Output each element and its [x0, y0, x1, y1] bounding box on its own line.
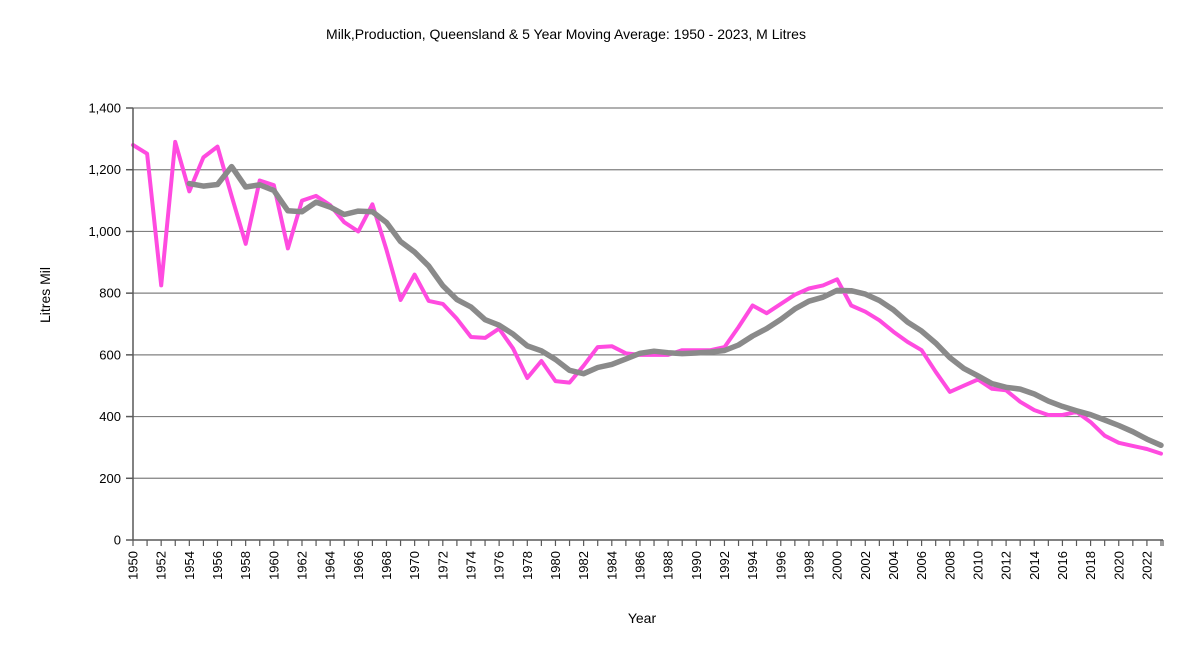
x-tick-label: 1994 — [745, 551, 760, 580]
x-tick-label: 1974 — [463, 551, 478, 580]
x-tick-label: 1954 — [182, 551, 197, 580]
x-tick-label: 2002 — [858, 551, 873, 580]
x-tick-label: 2020 — [1111, 551, 1126, 580]
y-tick-label: 200 — [99, 471, 121, 486]
chart-title: Milk,Production, Queensland & 5 Year Mov… — [326, 26, 806, 42]
x-tick-label: 1990 — [689, 551, 704, 580]
x-tick-label: 1984 — [604, 551, 619, 580]
y-tick-label: 1,400 — [88, 101, 121, 116]
x-tick-label: 1970 — [407, 551, 422, 580]
x-tick-label: 2006 — [914, 551, 929, 580]
x-tick-label: 1966 — [351, 551, 366, 580]
x-tick-label: 2014 — [1027, 551, 1042, 580]
x-tick-label: 1996 — [773, 551, 788, 580]
y-grid-and-labels: 0 200 400 600 800 1,000 1,200 1,400 — [88, 101, 1163, 548]
x-tick-label: 1986 — [632, 551, 647, 580]
x-tick-label: 1962 — [294, 551, 309, 580]
x-tick-label: 1952 — [154, 551, 169, 580]
x-tick-label: 1972 — [435, 551, 450, 580]
y-axis-title: Litres Mil — [37, 267, 53, 323]
x-tick-label: 2000 — [830, 551, 845, 580]
x-tick-label: 1982 — [576, 551, 591, 580]
x-tick-label: 2022 — [1139, 551, 1154, 580]
x-tick-label: 1950 — [126, 551, 141, 580]
x-tick-label: 2004 — [886, 551, 901, 580]
y-tick-label: 1,200 — [88, 162, 121, 177]
y-tick-label: 1,000 — [88, 224, 121, 239]
x-tick-label: 1958 — [238, 551, 253, 580]
x-tick-label: 1980 — [548, 551, 563, 580]
series-line-moving-average — [186, 163, 1164, 449]
x-tick-label: 1956 — [210, 551, 225, 580]
x-tick-label: 1968 — [379, 551, 394, 580]
x-tick-label: 1976 — [492, 551, 507, 580]
y-tick-label: 400 — [99, 409, 121, 424]
y-tick-label: 800 — [99, 286, 121, 301]
x-tick-label: 1998 — [801, 551, 816, 580]
x-tick-label: 2010 — [970, 551, 985, 580]
x-tick-label: 2016 — [1055, 551, 1070, 580]
x-tick-label: 1978 — [520, 551, 535, 580]
x-axis-title: Year — [628, 610, 657, 626]
series-line-production — [131, 139, 1163, 456]
x-tick-label: 1960 — [266, 551, 281, 580]
x-tick-label: 2012 — [999, 551, 1014, 580]
y-tick-label: 0 — [114, 533, 121, 548]
x-ticks-and-labels: 1950 1952 1954 1956 1958 1960 1962 1964 1966 1968… — [126, 540, 1164, 580]
x-tick-label: 1988 — [661, 551, 676, 580]
x-tick-label: 1964 — [323, 551, 338, 580]
x-tick-label: 2008 — [942, 551, 957, 580]
y-tick-label: 600 — [99, 347, 121, 362]
x-tick-label: 1992 — [717, 551, 732, 580]
x-tick-label: 2018 — [1083, 551, 1098, 580]
